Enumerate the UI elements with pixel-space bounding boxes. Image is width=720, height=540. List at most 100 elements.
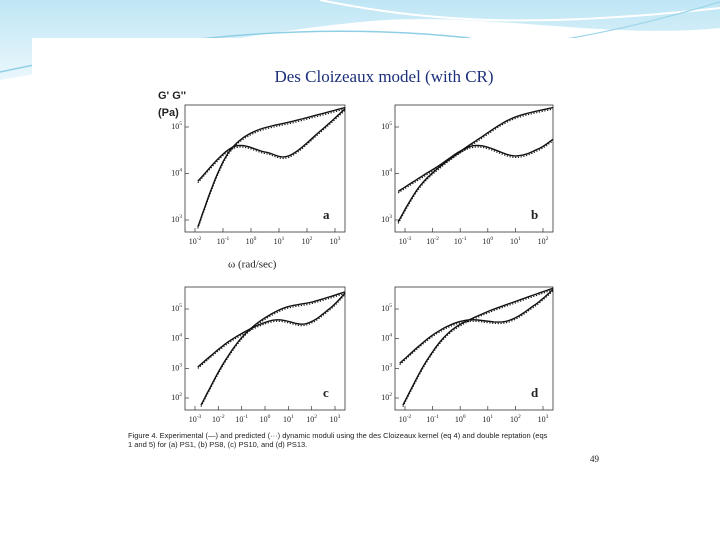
panel-letter: a [323, 207, 330, 222]
tick-exponent: 4 [179, 333, 182, 339]
tick-label: 104 [381, 333, 392, 343]
tick-label: 102 [302, 236, 313, 246]
tick-exponent: -2 [220, 414, 225, 420]
tick-label: 10-1 [217, 236, 230, 246]
tick-base: 10 [171, 304, 179, 313]
predicted-curve [402, 289, 554, 407]
tick-label: 10-3 [189, 414, 202, 424]
tick-base: 10 [171, 363, 179, 372]
tick-exponent: -1 [462, 236, 467, 242]
tick-exponent: -1 [434, 414, 439, 420]
tick-exponent: 5 [179, 121, 182, 127]
tick-base: 10 [246, 237, 254, 246]
tick-base: 10 [381, 168, 389, 177]
tick-base: 10 [381, 304, 389, 313]
caption-line: 1 and 5) for (a) PS1, (b) PS8, (c) PS10,… [128, 440, 307, 449]
tick-base: 10 [510, 237, 518, 246]
tick-exponent: 2 [310, 236, 313, 242]
tick-exponent: 2 [389, 392, 392, 398]
tick-label: 103 [381, 363, 392, 373]
panel-letter: d [531, 385, 539, 400]
experimental-curve [397, 138, 554, 192]
tick-label: 102 [510, 414, 521, 424]
tick-label: 103 [538, 414, 549, 424]
tick-label: 105 [381, 121, 392, 131]
tick-label: 10-1 [426, 414, 439, 424]
tick-label: 10-1 [235, 414, 248, 424]
tick-base: 10 [482, 415, 490, 424]
tick-base: 10 [538, 415, 546, 424]
tick-label: 10-2 [189, 236, 202, 246]
y-axis-label: G' G'' [158, 90, 186, 102]
tick-exponent: 2 [314, 414, 317, 420]
tick-base: 10 [283, 415, 291, 424]
content-area [32, 38, 692, 500]
tick-label: 103 [171, 363, 182, 373]
tick-base: 10 [381, 333, 389, 342]
tick-exponent: 3 [389, 214, 392, 220]
tick-base: 10 [189, 237, 197, 246]
tick-base: 10 [381, 215, 389, 224]
tick-label: 10-3 [399, 236, 412, 246]
x-axis-label: ω (rad/sec) [228, 259, 277, 271]
tick-exponent: 0 [268, 414, 271, 420]
tick-base: 10 [171, 168, 179, 177]
tick-exponent: 3 [179, 214, 182, 220]
tick-label: 10-1 [454, 236, 467, 246]
experimental-curve [197, 292, 346, 368]
tick-exponent: -2 [434, 236, 439, 242]
caption-line: Figure 4. Experimental (—) and predicted… [128, 431, 548, 440]
tick-exponent: -1 [243, 414, 248, 420]
tick-exponent: 5 [179, 303, 182, 309]
tick-label: 102 [171, 392, 182, 402]
plot-frame [394, 104, 554, 233]
tick-label: 105 [171, 121, 182, 131]
tick-exponent: 3 [338, 236, 341, 242]
panel-letter: b [531, 207, 538, 222]
tick-label: 102 [381, 392, 392, 402]
tick-base: 10 [306, 415, 314, 424]
tick-base: 10 [381, 363, 389, 372]
tick-exponent: 4 [389, 168, 392, 174]
tick-label: 105 [171, 303, 182, 313]
tick-exponent: -3 [407, 236, 412, 242]
header-swoosh [559, 1, 720, 41]
tick-label: 104 [171, 333, 182, 343]
tick-base: 10 [381, 122, 389, 131]
tick-exponent: -2 [407, 414, 412, 420]
header-swoosh [319, 0, 720, 22]
tick-exponent: 5 [389, 121, 392, 127]
tick-label: 104 [381, 168, 392, 178]
tick-exponent: 2 [518, 414, 521, 420]
predicted-curve [399, 290, 554, 366]
predicted-curve [200, 292, 346, 407]
tick-exponent: 3 [179, 363, 182, 369]
predicted-curve [197, 108, 346, 229]
tick-base: 10 [381, 393, 389, 402]
tick-base: 10 [171, 393, 179, 402]
tick-base: 10 [482, 237, 490, 246]
predicted-curve [197, 109, 346, 184]
tick-exponent: -3 [197, 414, 202, 420]
tick-base: 10 [399, 415, 407, 424]
tick-exponent: 4 [179, 168, 182, 174]
predicted-curve [197, 294, 346, 369]
tick-exponent: 0 [463, 414, 466, 420]
tick-base: 10 [426, 237, 434, 246]
tick-base: 10 [274, 237, 282, 246]
tick-label: 103 [330, 236, 341, 246]
tick-label: 104 [171, 168, 182, 178]
predicted-curve [397, 140, 554, 194]
tick-exponent: 1 [282, 236, 285, 242]
tick-label: 101 [274, 236, 285, 246]
tick-base: 10 [510, 415, 518, 424]
tick-base: 10 [330, 237, 338, 246]
y-axis-unit: (Pa) [158, 107, 179, 119]
tick-label: 10-2 [212, 414, 225, 424]
tick-exponent: 2 [546, 236, 549, 242]
plot-frame [394, 286, 554, 411]
tick-label: 101 [510, 236, 521, 246]
tick-label: 100 [260, 414, 271, 424]
tick-label: 100 [455, 414, 466, 424]
